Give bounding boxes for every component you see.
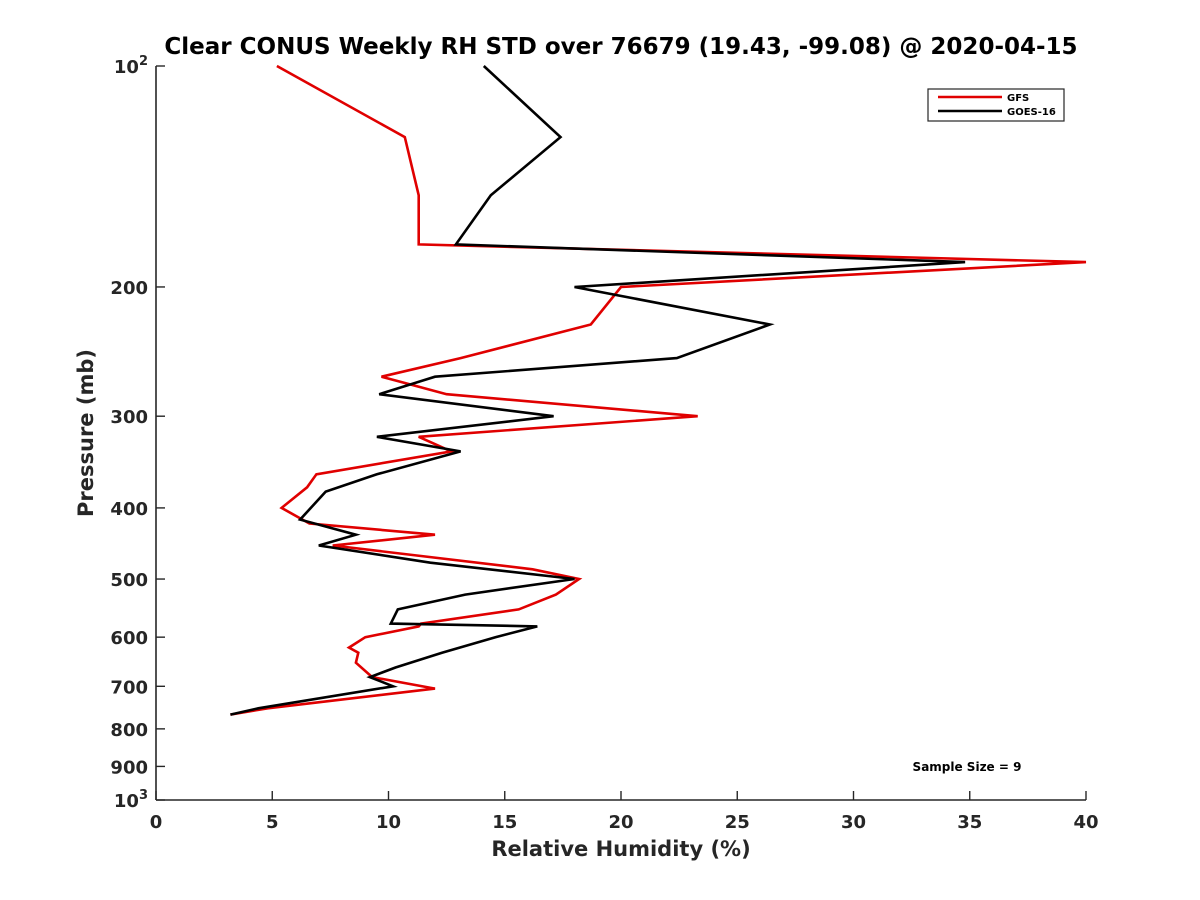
y-axis-label: Pressure (mb) <box>74 349 98 517</box>
y-tick-label: 300 <box>110 407 148 428</box>
x-tick-label: 35 <box>957 812 982 833</box>
x-axis-label: Relative Humidity (%) <box>491 837 750 861</box>
x-tick-label: 20 <box>608 812 633 833</box>
legend-box <box>927 88 1065 122</box>
y-tick-label: 103 <box>114 788 148 812</box>
x-tick-label: 25 <box>725 812 750 833</box>
x-tick-label: 30 <box>841 812 866 833</box>
series-line-goes16 <box>230 65 966 716</box>
x-tick-label: 0 <box>150 812 163 833</box>
x-tick-label: 40 <box>1073 812 1098 833</box>
y-tick-label: 700 <box>110 677 148 698</box>
chart-title: Clear CONUS Weekly RH STD over 76679 (19… <box>164 34 1077 60</box>
y-tick-label: 400 <box>110 499 148 520</box>
x-tick-label: 5 <box>266 812 279 833</box>
sample-size-annotation: Sample Size = 9 <box>913 760 1022 774</box>
y-tick-label: 600 <box>110 628 148 649</box>
x-tick-label: 15 <box>492 812 517 833</box>
y-tick-label: 800 <box>110 720 148 741</box>
y-tick-label: 500 <box>110 570 148 591</box>
y-tick-label: 900 <box>110 757 148 778</box>
y-ticks: 102 200 300 400 500 600 700 800 900 103 <box>110 54 165 812</box>
x-ticks: 0 5 10 15 20 25 30 35 40 <box>150 791 1099 833</box>
legend-label-gfs: GFS <box>1007 93 1029 104</box>
x-tick-label: 10 <box>376 812 401 833</box>
series-layer <box>230 64 1087 716</box>
legend: GFS GOES-16 <box>927 88 1065 122</box>
series-line-gfs <box>230 64 1087 716</box>
y-tick-label: 102 <box>114 54 148 78</box>
legend-label-goes16: GOES-16 <box>1007 107 1056 118</box>
plot-area: 0 5 10 15 20 25 30 35 40 102 200 300 400 500 600 700 80… <box>110 54 1098 833</box>
y-tick-label: 200 <box>110 278 148 299</box>
